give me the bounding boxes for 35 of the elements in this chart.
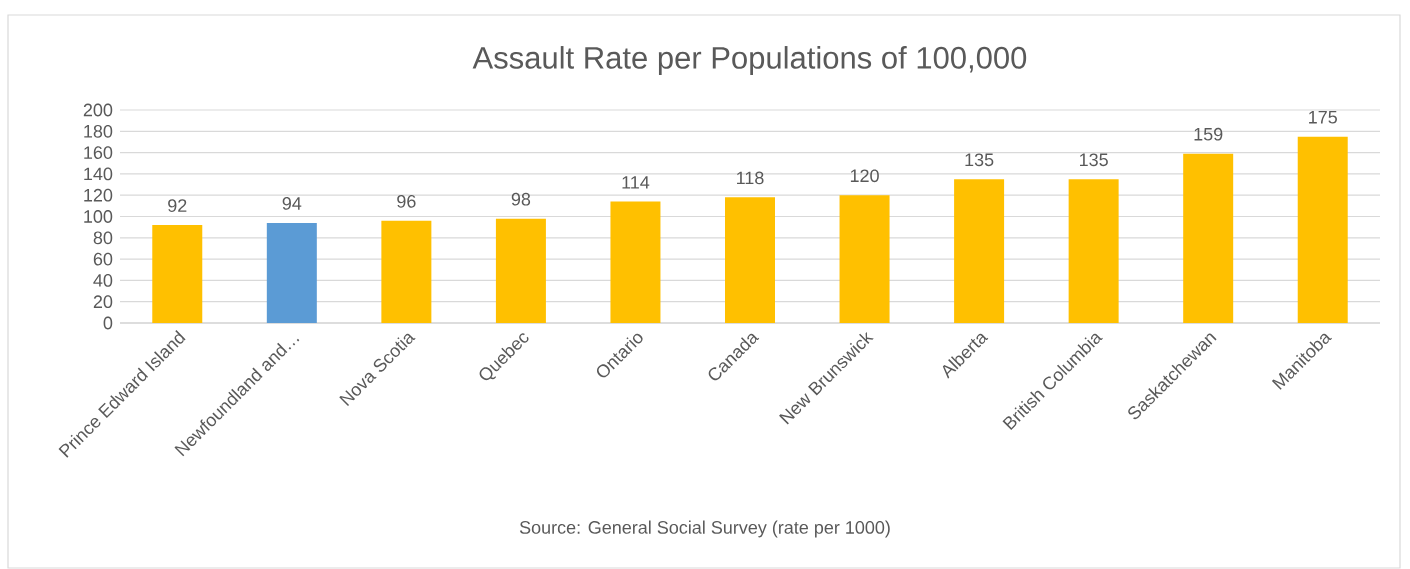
data-label: 96 — [397, 194, 416, 208]
y-tick-label: 180 — [84, 124, 113, 138]
y-tick-label: 20 — [93, 295, 113, 309]
data-label: 98 — [511, 192, 531, 206]
bar — [725, 197, 775, 323]
data-label: 120 — [850, 169, 879, 183]
y-tick-label: 40 — [93, 274, 113, 287]
data-label: 92 — [168, 199, 187, 212]
data-label: 94 — [282, 197, 302, 210]
bar — [954, 179, 1005, 323]
y-tick-label: 80 — [93, 231, 113, 245]
data-label: 114 — [622, 176, 650, 189]
data-label: 175 — [1309, 111, 1337, 124]
source-note: Source: General Social Survey (rate per 1000) — [519, 520, 890, 538]
y-tick-label: 160 — [84, 146, 113, 159]
chart-title: Assault Rate per Populations of 100,000 — [472, 46, 1027, 75]
y-tick-label: 0 — [103, 316, 113, 330]
data-label: 159 — [1194, 127, 1223, 141]
bar — [839, 195, 890, 323]
data-label: 118 — [737, 171, 764, 185]
bar — [1297, 136, 1348, 323]
bar — [610, 201, 661, 323]
bar — [495, 218, 546, 323]
y-tick-label: 120 — [84, 188, 113, 202]
y-tick-label: 140 — [84, 167, 113, 181]
bar — [381, 220, 432, 323]
bar — [152, 225, 203, 323]
y-tick-label: 200 — [83, 103, 113, 117]
data-label: 135 — [1080, 153, 1108, 167]
bar — [266, 222, 317, 323]
data-label: 135 — [965, 153, 994, 167]
bar — [1183, 153, 1234, 323]
y-tick-label: 60 — [93, 252, 113, 266]
y-tick-label: 100 — [84, 210, 113, 223]
bar — [1068, 179, 1119, 323]
